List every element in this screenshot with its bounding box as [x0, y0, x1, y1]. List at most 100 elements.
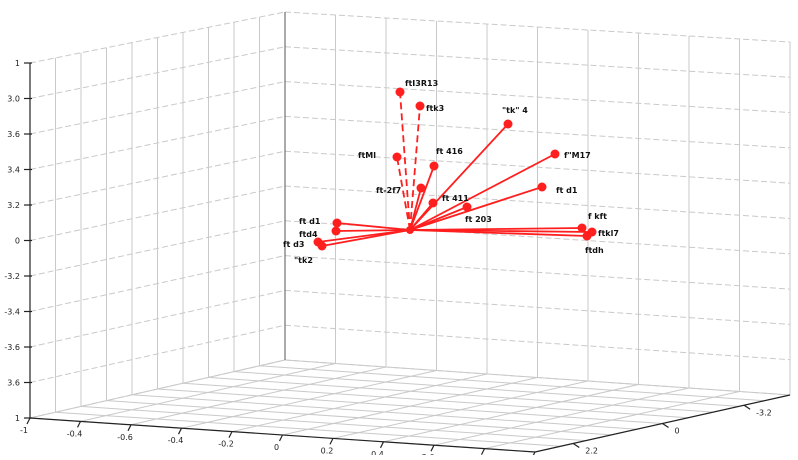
vector-label: f kft	[588, 212, 607, 221]
vector-endpoint-marker	[577, 223, 587, 233]
front-axis-tick-label: -0.6	[117, 433, 133, 442]
front-axis-tick	[278, 434, 284, 442]
left-wall-grid-h	[29, 115, 286, 170]
vector-label: ft d1	[299, 217, 321, 226]
vector-label: ftMl	[358, 151, 376, 160]
right-axis-tick	[572, 442, 580, 448]
vector-endpoint-marker	[429, 161, 439, 171]
floor-grid-line	[332, 380, 589, 439]
vector-line	[336, 222, 411, 231]
vector-line	[409, 229, 588, 237]
vertical-axis-tick-label: 0	[15, 237, 20, 246]
floor-grid-line	[484, 391, 740, 450]
back-wall-grid-h	[284, 11, 791, 43]
back-wall-grid-h	[284, 150, 791, 184]
front-axis-tick	[228, 431, 233, 438]
floor-grid-line	[182, 382, 689, 419]
vector-line	[409, 187, 422, 231]
back-wall-grid-h	[284, 324, 791, 361]
front-axis-tick	[76, 421, 82, 428]
vector-label: ftkl7	[598, 229, 619, 238]
right-axis-tick-label: -3.2	[756, 408, 772, 417]
vector-endpoint-marker	[537, 182, 547, 192]
vertical-axis-tick-label: 1	[15, 414, 20, 423]
vector-endpoint-marker	[462, 202, 472, 212]
vector-line	[409, 202, 434, 231]
right-axis-tick-label: 2.2	[585, 446, 598, 455]
left-wall-grid-h	[29, 255, 286, 312]
left-wall-grid-h	[29, 150, 286, 206]
vector-label: ftdh	[585, 246, 604, 255]
vector-endpoint-marker	[331, 226, 341, 236]
left-wall-grid-h	[29, 324, 286, 383]
vector-endpoint-marker	[416, 183, 426, 193]
vertical-axis-tick-label: 3.2	[7, 201, 20, 210]
vector-endpoint-marker	[395, 87, 405, 97]
back-wall-grid-h	[284, 115, 791, 149]
front-axis-tick-label: -1	[20, 426, 28, 435]
left-wall-grid-h	[29, 220, 286, 277]
vector-line	[409, 123, 509, 231]
vector-label: ft 411	[442, 194, 469, 203]
front-axis-tick	[430, 444, 435, 452]
vector-line	[409, 186, 543, 231]
vector-layer	[313, 87, 597, 251]
left-wall-grid-h	[29, 81, 286, 135]
vector-label: ftI3R13	[405, 79, 438, 88]
vector-endpoint-marker	[332, 218, 342, 228]
right-axis-tick	[743, 404, 751, 410]
vector-endpoint-marker	[582, 231, 592, 241]
floor-grid-line	[282, 377, 538, 436]
front-axis-tick-label: -0.4	[168, 436, 184, 445]
vector-endpoint-marker	[503, 119, 513, 129]
vector-line	[321, 229, 411, 247]
label-layer: ftI3R13 ftk3 "tk" 4 ftMl ft 416 f"M17 ft-2f7 ft…	[283, 79, 619, 265]
vector-endpoint-marker	[317, 241, 327, 251]
vertical-axis-tick-label: 3.0	[7, 95, 20, 104]
front-axis-tick-label: -0.4	[67, 429, 83, 438]
vector-label: ftk3	[426, 104, 444, 113]
vector-line	[409, 165, 435, 231]
floor-grid-line	[259, 365, 765, 402]
left-wall-grid-h	[29, 185, 286, 241]
vector-label: ftd4	[299, 230, 318, 239]
vector-endpoint-marker	[550, 149, 560, 159]
front-axis-tick-label: 0.2	[321, 446, 334, 455]
vector-label: ft 203	[465, 215, 492, 224]
vector-endpoint-marker	[392, 152, 402, 162]
vector-label: ft d3	[283, 240, 304, 249]
left-wall-grid-h	[29, 289, 286, 348]
floor-grid-line	[208, 376, 714, 413]
front-axis-tick-label: 0	[274, 443, 279, 452]
vertical-axis-tick-label: 1	[15, 59, 20, 68]
front-axis-tick	[177, 427, 183, 435]
vertical-axis-tick-label: -3.2	[4, 272, 20, 281]
floor-grid-line	[383, 384, 639, 443]
back-wall-grid-h	[284, 255, 791, 290]
right-axis-tick-label: 0	[675, 427, 680, 436]
right-axis-tick	[662, 423, 669, 428]
front-axis-tick	[379, 441, 385, 449]
front-axis-tick-label: -0.2	[218, 440, 234, 449]
left-wall-grid-h	[29, 46, 286, 99]
vector-line	[396, 156, 411, 231]
vector-line	[409, 153, 556, 231]
left-wall-grid-h	[29, 11, 286, 64]
vector-endpoint-marker	[415, 101, 425, 111]
floor-grid-line	[233, 371, 740, 407]
vector-line	[399, 91, 411, 231]
vector-label: f"M17	[564, 151, 591, 160]
front-axis-tick	[127, 424, 132, 432]
front-axis-tick-label: 0.4	[371, 450, 384, 455]
vertical-axis-tick-label: 3.4	[7, 166, 20, 175]
vector-label: "tk2	[294, 256, 313, 265]
back-wall-grid-h	[284, 289, 791, 325]
vertical-axis-tick-label: 3.6	[7, 379, 20, 388]
vector-line	[409, 206, 468, 231]
vector-label: "tk" 4	[502, 106, 528, 115]
vertical-axis-tick-label: -3.6	[4, 343, 20, 352]
axis-layer: 13.03.63.43.20-3.2-3.4-3.63.61-1 -0.4 -0.6…	[4, 12, 791, 460]
vector-line	[409, 105, 421, 231]
vector-label: ft 416	[436, 147, 463, 156]
